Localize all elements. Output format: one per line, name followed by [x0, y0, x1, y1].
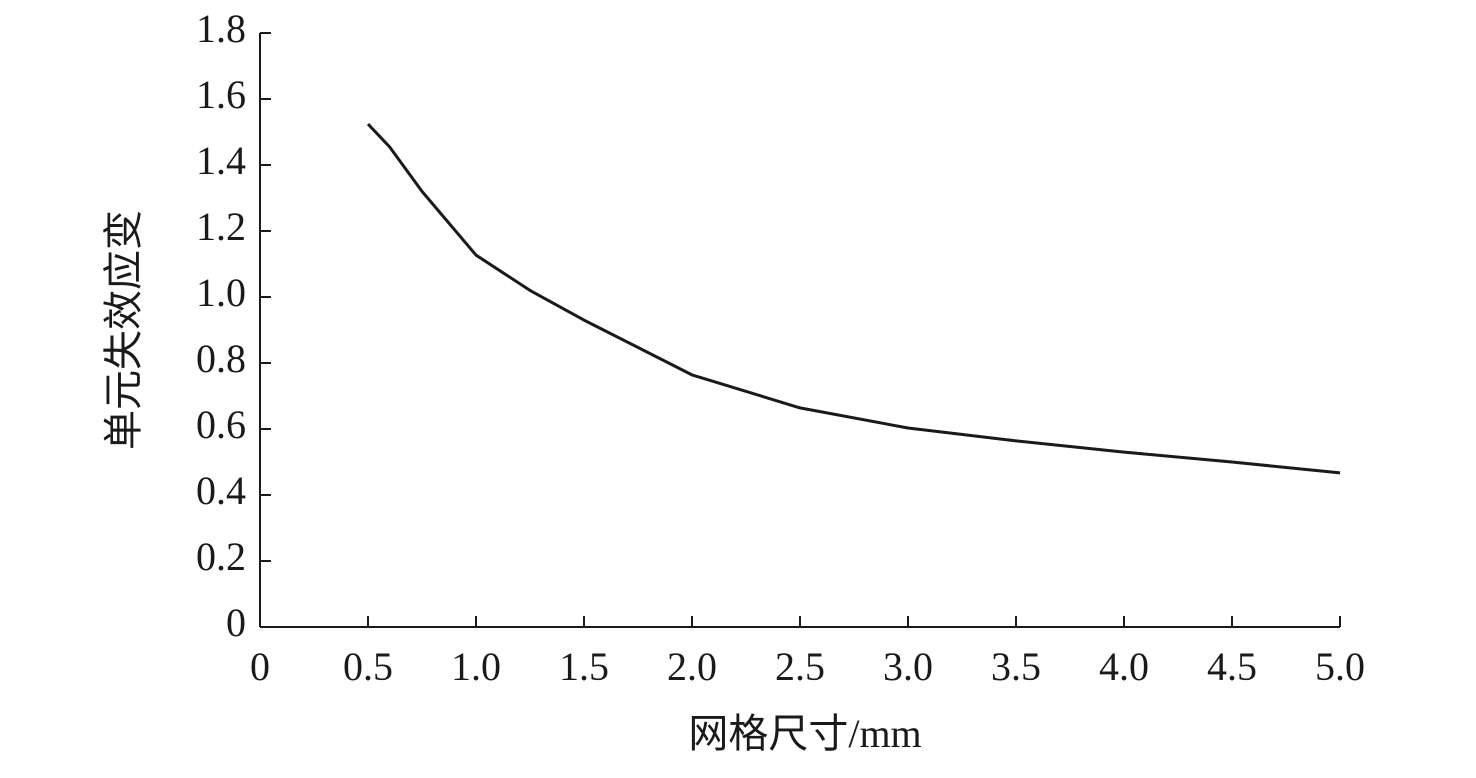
- x-tick-label: 0.5: [343, 644, 393, 689]
- y-axis-label: 单元失效应变: [101, 210, 146, 450]
- x-tick-label: 3.5: [991, 644, 1041, 689]
- x-axis-label: 网格尺寸/mm: [688, 711, 921, 756]
- y-tick-label: 0.6: [196, 402, 246, 447]
- x-tick-label: 4.5: [1207, 644, 1257, 689]
- x-tick-label: 1.0: [451, 644, 501, 689]
- y-tick-label: 0.2: [196, 534, 246, 579]
- y-tick-label: 1.6: [196, 72, 246, 117]
- x-tick-label: 4.0: [1099, 644, 1149, 689]
- x-tick-label: 3.0: [883, 644, 933, 689]
- x-tick-label: 5.0: [1315, 644, 1365, 689]
- x-tick-label: 2.0: [667, 644, 717, 689]
- y-tick-label: 0: [226, 600, 246, 645]
- x-tick-label: 2.5: [775, 644, 825, 689]
- y-tick-label: 1.4: [196, 138, 246, 183]
- y-tick-label: 0.4: [196, 468, 246, 513]
- y-tick-label: 0.8: [196, 336, 246, 381]
- x-tick-label: 1.5: [559, 644, 609, 689]
- data-line: [366, 123, 1341, 475]
- y-tick-label: 1.8: [196, 6, 246, 51]
- y-tick-label: 1.2: [196, 204, 246, 249]
- x-tick-label: 0: [250, 644, 270, 689]
- y-tick-label: 1.0: [196, 270, 246, 315]
